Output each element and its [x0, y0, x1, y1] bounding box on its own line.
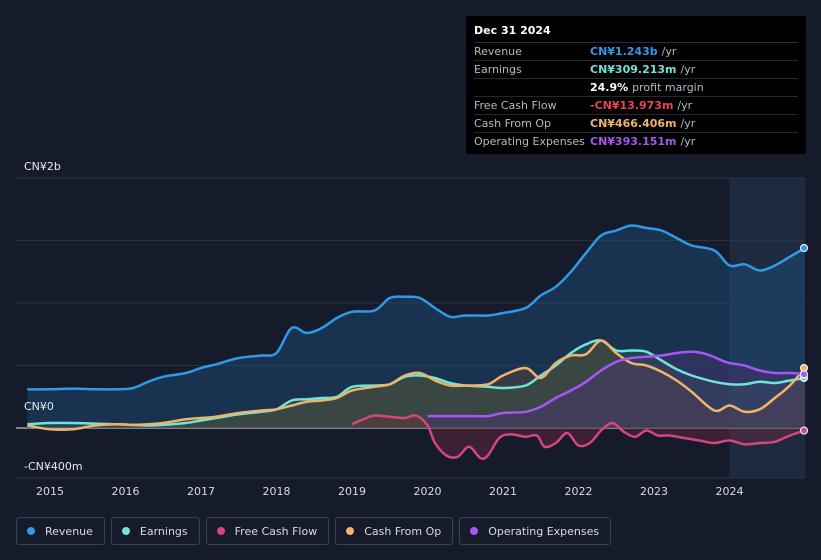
tooltip-row-unit: /yr [661, 45, 677, 58]
chart [16, 177, 808, 479]
line-earnings [27, 339, 806, 427]
line-operating-expenses [427, 350, 806, 418]
tooltip-row-value: 24.9% [590, 81, 629, 94]
tooltip-row: Earnings CN¥309.213m/yr [474, 61, 798, 79]
tooltip-row-unit: profit margin [632, 81, 704, 94]
tooltip: Dec 31 2024 Revenue CN¥1.243b/yr Earnings C… [466, 16, 806, 154]
area-revenue [27, 225, 806, 428]
x-tick-label: 2015 [35, 485, 64, 498]
legend-label: Cash From Op [364, 524, 442, 538]
x-tick-label: 2018 [262, 485, 291, 498]
y-tick-label-bottom: -CN¥400m [24, 460, 83, 473]
legend: Revenue Earnings Free Cash Flow Cash From O… [16, 517, 612, 545]
legend-dot-icon [27, 527, 35, 535]
legend-label: Operating Expenses [488, 524, 600, 538]
line-revenue [27, 224, 806, 391]
legend-item-operating-expenses[interactable]: Operating Expenses [459, 517, 612, 545]
end-marker-operating-expenses [800, 370, 808, 379]
x-tick-label: 2022 [564, 485, 593, 498]
end-marker-revenue [800, 244, 808, 252]
tooltip-row: Revenue CN¥1.243b/yr [474, 43, 798, 61]
tooltip-row-unit: /yr [680, 135, 696, 148]
x-tick-label: 2020 [413, 485, 442, 498]
legend-item-free-cash-flow[interactable]: Free Cash Flow [205, 517, 330, 545]
tooltip-rows: Revenue CN¥1.243b/yr Earnings CN¥309.213m/y… [474, 43, 798, 150]
tooltip-row-value: CN¥466.406m [590, 117, 677, 130]
tooltip-row-label: Operating Expenses [474, 135, 585, 148]
tooltip-row: Cash From Op CN¥466.406m/yr [474, 115, 798, 133]
legend-item-cash-from-op[interactable]: Cash From Op [335, 517, 454, 545]
area-earnings [27, 340, 806, 428]
tooltip-row-value: CN¥309.213m [590, 63, 677, 76]
x-tick-label: 2021 [488, 485, 517, 498]
legend-dot-icon [346, 527, 355, 535]
legend-label: Earnings [139, 524, 188, 538]
tooltip-row: 24.9% profit margin [474, 79, 798, 97]
tooltip-row-label [474, 79, 590, 96]
x-tick-label: 2017 [186, 485, 215, 498]
end-marker-free-cash-flow [800, 426, 808, 435]
tooltip-row-unit: /yr [677, 99, 693, 112]
legend-label: Revenue [45, 524, 93, 538]
y-tick-label-top: CN¥2b [24, 160, 61, 173]
tooltip-row-label: Free Cash Flow [474, 99, 557, 112]
legend-item-revenue[interactable]: Revenue [16, 517, 105, 545]
legend-label: Free Cash Flow [234, 524, 318, 538]
grid [16, 177, 805, 479]
line-free-cash-flow [351, 414, 806, 460]
legend-dot-icon [121, 527, 130, 535]
tooltip-row-value: CN¥393.151m [590, 135, 677, 148]
series-lines [27, 224, 806, 460]
legend-dot-icon [216, 527, 225, 535]
x-tick-label: 2019 [337, 485, 366, 498]
tooltip-row-value: -CN¥13.973m [590, 99, 674, 112]
tooltip-row-label: Earnings [474, 63, 522, 76]
tooltip-row-value: CN¥1.243b [590, 45, 658, 58]
area-cash-from-op [27, 340, 806, 430]
tooltip-row-label: Cash From Op [474, 117, 552, 130]
tooltip-row-label: Revenue [474, 45, 522, 58]
line-cash-from-op [27, 339, 806, 431]
tooltip-date: Dec 31 2024 [474, 24, 798, 43]
series-end-markers [800, 244, 808, 435]
tooltip-row: Operating Expenses CN¥393.151m/yr [474, 133, 798, 150]
x-tick-label: 2016 [111, 485, 140, 498]
tooltip-row-unit: /yr [680, 117, 696, 130]
tooltip-row: Free Cash Flow -CN¥13.973m/yr [474, 97, 798, 115]
legend-item-earnings[interactable]: Earnings [110, 517, 200, 545]
y-tick-label-zero: CN¥0 [24, 400, 54, 413]
x-tick-label: 2023 [639, 485, 668, 498]
tooltip-row-unit: /yr [680, 63, 696, 76]
legend-dot-icon [470, 527, 479, 535]
x-tick-label: 2024 [715, 485, 744, 498]
